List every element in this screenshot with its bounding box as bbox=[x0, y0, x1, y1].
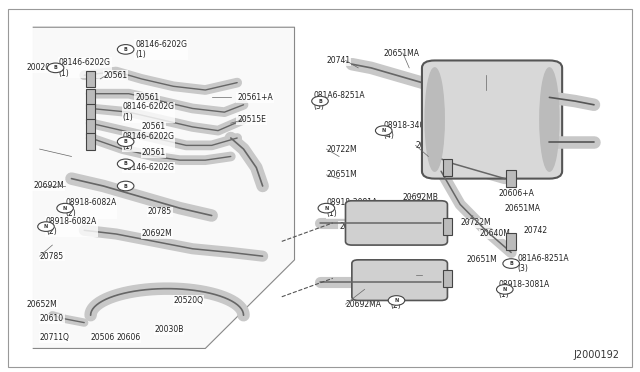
Text: 20640M: 20640M bbox=[479, 230, 510, 238]
Circle shape bbox=[376, 126, 392, 135]
Text: 20692M: 20692M bbox=[141, 230, 172, 238]
FancyBboxPatch shape bbox=[443, 218, 452, 235]
Text: 08918-3401A
(4): 08918-3401A (4) bbox=[384, 121, 435, 140]
Text: N: N bbox=[44, 224, 48, 229]
Text: 20561+A: 20561+A bbox=[237, 93, 273, 102]
Text: 081A6-8251A
(3): 081A6-8251A (3) bbox=[518, 254, 569, 273]
FancyBboxPatch shape bbox=[422, 61, 562, 179]
Circle shape bbox=[117, 137, 134, 147]
Circle shape bbox=[117, 45, 134, 54]
Text: 20606: 20606 bbox=[116, 333, 140, 342]
Circle shape bbox=[57, 203, 74, 213]
Polygon shape bbox=[33, 27, 294, 349]
Circle shape bbox=[117, 181, 134, 191]
Text: 08146-6202G: 08146-6202G bbox=[122, 163, 175, 172]
Text: B: B bbox=[124, 183, 127, 189]
Text: 08146-6202G
(1): 08146-6202G (1) bbox=[122, 102, 175, 122]
Text: 20785: 20785 bbox=[40, 251, 64, 261]
Text: 20692MA: 20692MA bbox=[346, 300, 381, 309]
FancyBboxPatch shape bbox=[346, 201, 447, 245]
Text: B: B bbox=[124, 139, 127, 144]
FancyBboxPatch shape bbox=[506, 170, 516, 187]
Ellipse shape bbox=[425, 68, 444, 171]
Circle shape bbox=[318, 203, 335, 213]
FancyBboxPatch shape bbox=[443, 270, 452, 286]
Circle shape bbox=[47, 63, 64, 73]
Text: 20722M: 20722M bbox=[326, 145, 357, 154]
Circle shape bbox=[117, 159, 134, 169]
Text: N: N bbox=[394, 298, 399, 303]
Text: 20722M: 20722M bbox=[460, 218, 491, 227]
Text: 20692MB: 20692MB bbox=[403, 193, 438, 202]
Text: B: B bbox=[318, 99, 322, 103]
FancyBboxPatch shape bbox=[86, 134, 95, 150]
FancyBboxPatch shape bbox=[506, 233, 516, 250]
Text: 08918-3081A
(1): 08918-3081A (1) bbox=[499, 280, 550, 299]
Text: B: B bbox=[124, 161, 127, 166]
Text: 20610: 20610 bbox=[40, 314, 64, 323]
Text: 20520Q: 20520Q bbox=[173, 296, 204, 305]
Text: 08918-3401A
(2): 08918-3401A (2) bbox=[390, 291, 442, 310]
Text: 20711Q: 20711Q bbox=[40, 333, 70, 342]
FancyBboxPatch shape bbox=[86, 71, 95, 87]
Text: 20030B: 20030B bbox=[154, 326, 184, 334]
Text: 20651MA: 20651MA bbox=[384, 49, 420, 58]
Text: J2000192: J2000192 bbox=[573, 350, 620, 359]
Text: 20741: 20741 bbox=[326, 56, 351, 65]
Text: 20020: 20020 bbox=[27, 63, 51, 72]
Circle shape bbox=[312, 96, 328, 106]
Text: 20606+A: 20606+A bbox=[499, 189, 534, 198]
Text: B: B bbox=[124, 47, 127, 52]
Text: 20785: 20785 bbox=[148, 207, 172, 217]
Text: 20100: 20100 bbox=[486, 71, 510, 80]
Circle shape bbox=[503, 259, 520, 268]
Text: 20515E: 20515E bbox=[237, 115, 266, 124]
Text: 08146-6202G
(1): 08146-6202G (1) bbox=[59, 58, 111, 77]
Text: 20651MA: 20651MA bbox=[505, 203, 541, 213]
Text: B: B bbox=[54, 65, 58, 70]
Text: B: B bbox=[509, 261, 513, 266]
Text: 20651M: 20651M bbox=[467, 255, 497, 264]
Text: N: N bbox=[502, 287, 507, 292]
Text: 20692M: 20692M bbox=[33, 182, 64, 190]
Text: 081A6-8251A
(3): 081A6-8251A (3) bbox=[314, 92, 365, 111]
Text: 20651M: 20651M bbox=[326, 170, 357, 179]
FancyBboxPatch shape bbox=[443, 159, 452, 176]
FancyBboxPatch shape bbox=[352, 260, 447, 301]
FancyBboxPatch shape bbox=[86, 104, 95, 121]
Text: 08918-6082A
(2): 08918-6082A (2) bbox=[46, 217, 97, 236]
Text: 20561: 20561 bbox=[141, 148, 166, 157]
Text: 20561: 20561 bbox=[103, 71, 127, 80]
Text: 20742: 20742 bbox=[524, 226, 548, 235]
Text: N: N bbox=[63, 206, 67, 211]
Text: 20561: 20561 bbox=[135, 93, 159, 102]
Text: 08146-6202G
(1): 08146-6202G (1) bbox=[122, 132, 175, 151]
Text: 08918-6082A
(2): 08918-6082A (2) bbox=[65, 198, 116, 218]
Circle shape bbox=[388, 296, 404, 305]
Circle shape bbox=[497, 285, 513, 294]
Text: 20506: 20506 bbox=[91, 333, 115, 342]
Text: 20692MB: 20692MB bbox=[415, 141, 451, 150]
FancyBboxPatch shape bbox=[86, 119, 95, 135]
FancyBboxPatch shape bbox=[86, 89, 95, 106]
Ellipse shape bbox=[540, 68, 559, 171]
Text: 20300N: 20300N bbox=[409, 270, 439, 279]
Text: 08918-3081A
(1): 08918-3081A (1) bbox=[326, 198, 378, 218]
Text: N: N bbox=[381, 128, 386, 133]
Circle shape bbox=[38, 222, 54, 231]
Text: 20602: 20602 bbox=[339, 222, 364, 231]
Text: N: N bbox=[324, 206, 328, 211]
Text: 20652M: 20652M bbox=[27, 300, 58, 309]
Text: 20561: 20561 bbox=[141, 122, 166, 131]
Text: 08146-6202G
(1): 08146-6202G (1) bbox=[135, 40, 188, 59]
